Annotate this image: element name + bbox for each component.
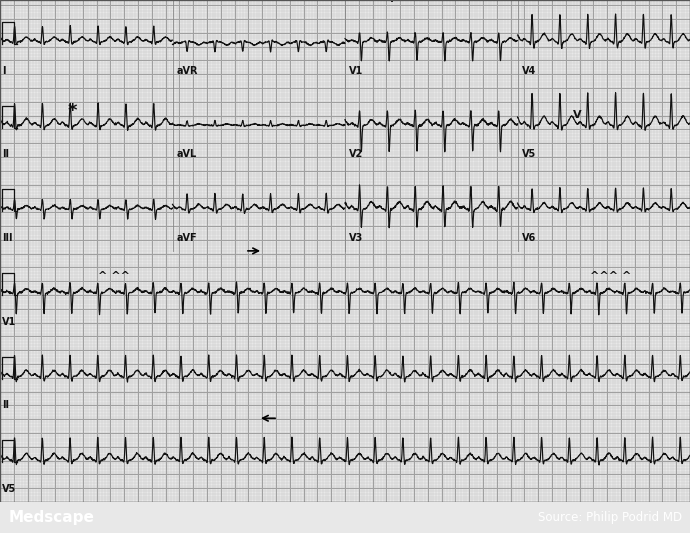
- Text: ^^^ ^: ^^^ ^: [590, 271, 631, 281]
- Text: Source: Philip Podrid MD: Source: Philip Podrid MD: [538, 511, 682, 524]
- Text: V5: V5: [522, 149, 535, 159]
- Text: aVL: aVL: [177, 149, 197, 159]
- Text: V2: V2: [349, 149, 363, 159]
- Text: *: *: [68, 101, 77, 119]
- Text: V3: V3: [349, 233, 363, 243]
- Text: I: I: [2, 66, 6, 76]
- Text: II: II: [2, 400, 9, 410]
- Text: V: V: [573, 109, 581, 119]
- Text: II: II: [2, 149, 9, 159]
- Text: V1: V1: [2, 317, 17, 327]
- Text: ^ ^^: ^ ^^: [98, 271, 130, 281]
- Text: V1: V1: [349, 66, 363, 76]
- Text: aVF: aVF: [177, 233, 197, 243]
- Text: V5: V5: [2, 484, 17, 494]
- Text: aVR: aVR: [177, 66, 198, 76]
- Text: III: III: [2, 233, 12, 243]
- Text: V6: V6: [522, 233, 535, 243]
- Text: V4: V4: [522, 66, 535, 76]
- Text: Medscape: Medscape: [8, 510, 94, 525]
